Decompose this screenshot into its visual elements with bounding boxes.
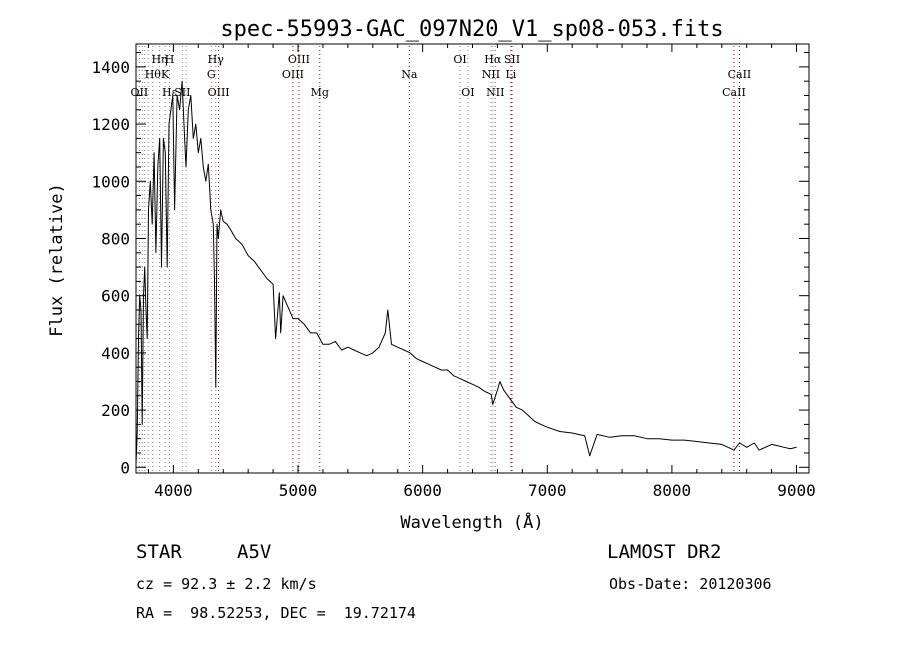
y-tick-label: 1000 [91, 172, 130, 191]
x-tick-label: 9000 [777, 481, 816, 500]
line-label: CaII [722, 86, 746, 99]
class-label: STAR [136, 541, 182, 563]
survey-label: LAMOST DR2 [607, 541, 722, 563]
x-tick-label: 7000 [528, 481, 567, 500]
cz-value: cz = 92.3 ± 2.2 km/s [136, 575, 317, 593]
line-label: Hθ [145, 68, 162, 81]
y-axis-label: Flux (relative) [47, 183, 67, 337]
line-label: Hε [162, 86, 178, 99]
y-tick-label: 800 [101, 229, 130, 248]
x-tick-label: 6000 [403, 481, 442, 500]
axes: 4000 5000 6000 7000 8000 9000 0 200 400 600 800 100… [91, 44, 816, 500]
x-tick-label: 5000 [279, 481, 318, 500]
line-label: OIII [282, 68, 304, 81]
line-label: OII [131, 86, 149, 99]
line-label: NII [482, 68, 500, 81]
line-label: NII [486, 86, 504, 99]
line-label: OI [453, 53, 466, 66]
line-label: Mg [311, 86, 329, 99]
subclass-label: A5V [237, 541, 272, 563]
y-tick-label: 200 [101, 401, 130, 420]
line-label: Hα [484, 53, 502, 66]
ra-dec: RA = 98.52253, DEC = 19.72174 [136, 604, 416, 622]
x-tick-label: 4000 [154, 481, 193, 500]
plot-frame [135, 43, 810, 474]
line-label: Hγ [208, 53, 225, 66]
line-label: Li [505, 68, 516, 81]
x-tick-label: 8000 [653, 481, 692, 500]
line-label: H [165, 53, 175, 66]
line-label: OIII [208, 86, 230, 99]
spectrum-line [135, 80, 797, 465]
x-axis-label: Wavelength (Å) [400, 511, 543, 533]
line-label: CaII [728, 68, 752, 81]
line-label: K [161, 68, 170, 81]
y-tick-label: 600 [101, 287, 130, 306]
line-label: G [207, 68, 216, 81]
line-label: Na [401, 68, 418, 81]
y-tick-label: 0 [120, 458, 130, 477]
line-markers [138, 46, 740, 472]
line-label: OI [461, 86, 474, 99]
line-label: SII [504, 53, 520, 66]
y-tick-label: 1200 [91, 115, 130, 134]
line-label: Hη [151, 53, 167, 66]
spectrum-series [135, 80, 797, 465]
y-tick-label: 1400 [91, 58, 130, 77]
line-label: OIII [288, 53, 310, 66]
y-tick-label: 400 [101, 344, 130, 363]
chart-title: spec-55993-GAC_097N20_V1_sp08-053.fits [220, 17, 723, 42]
obs-date: Obs-Date: 20120306 [609, 575, 772, 593]
line-labels: OII Hθ Hη K Hε H SII G Hγ OIII OIII OIII Mg Na OI OI NII… [131, 53, 752, 99]
